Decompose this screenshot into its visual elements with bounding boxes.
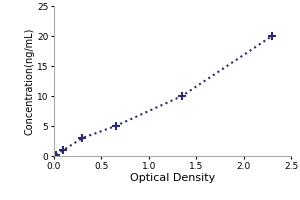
X-axis label: Optical Density: Optical Density [130, 173, 215, 183]
Y-axis label: Concentration(ng/mL): Concentration(ng/mL) [24, 27, 34, 135]
